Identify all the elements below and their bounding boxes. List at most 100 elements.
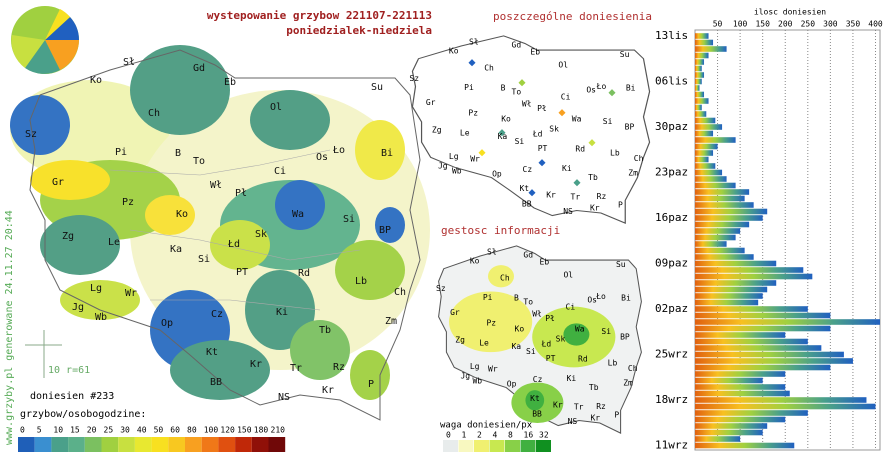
city-label: Si	[198, 254, 210, 265]
bar	[695, 137, 736, 143]
density-swatch	[505, 440, 520, 452]
bar	[695, 358, 853, 364]
city-label-mini: Wa	[575, 324, 585, 333]
city-label-mini: Pi	[464, 83, 474, 92]
bar	[695, 215, 763, 221]
city-label-mini: Ch	[634, 154, 644, 163]
city-label-mini: Ch	[484, 63, 494, 72]
city-label: Sł	[123, 57, 135, 68]
city-label: Łd	[227, 239, 240, 250]
city-label-mini: Cz	[523, 165, 533, 174]
city-label-mini: Sk	[549, 125, 559, 134]
city-label-mini: Su	[616, 260, 626, 269]
city-label: Ol	[270, 102, 282, 113]
city-label-mini: Ka	[511, 342, 521, 351]
city-label-mini: Zm	[623, 379, 633, 388]
city-label: Tr	[290, 363, 302, 374]
city-label-mini: Ko	[501, 114, 511, 123]
bar	[695, 104, 702, 111]
city-label-mini: B	[501, 84, 506, 93]
city-label-mini: Lg	[449, 152, 459, 161]
city-label-mini: BB	[532, 409, 542, 418]
bar	[695, 312, 831, 319]
city-label-mini: Gr	[450, 308, 460, 317]
city-label: BP	[379, 225, 391, 236]
city-label-mini: Zg	[455, 336, 465, 345]
city-label-mini: Op	[492, 170, 502, 179]
city-label-mini: Pł	[545, 314, 555, 323]
bar	[695, 436, 741, 442]
city-label-mini: BB	[522, 199, 532, 208]
bar	[695, 130, 714, 137]
city-label-mini: Le	[460, 129, 470, 138]
legend-tick: 40	[137, 426, 147, 435]
city-label-mini: Jg	[438, 161, 448, 170]
legend-swatch	[201, 437, 219, 452]
bar	[695, 254, 754, 260]
city-label: Kt	[206, 347, 218, 358]
city-label-mini: Le	[479, 339, 489, 348]
reports-title: poszczególne doniesienia	[493, 10, 652, 23]
x-tick-label: 50	[713, 20, 723, 29]
legend-swatch	[218, 437, 236, 452]
bar	[695, 189, 750, 195]
city-label-mini: Ci	[566, 303, 576, 312]
city-label-mini: NS	[568, 417, 578, 426]
city-label: Ko	[90, 75, 102, 86]
bar	[695, 299, 759, 306]
bar	[695, 306, 808, 312]
city-label: Op	[161, 318, 173, 329]
city-label: Bi	[381, 148, 393, 159]
legend-tick: 180	[254, 426, 269, 435]
city-label-mini: Su	[620, 50, 630, 59]
city-label-mini: Pi	[483, 293, 493, 302]
city-label-mini: Lb	[610, 148, 620, 157]
city-label: Eb	[224, 77, 236, 88]
city-label-mini: Op	[507, 380, 517, 389]
density-map	[438, 245, 642, 434]
density-legend-title: waga doniesien/px	[440, 421, 533, 431]
city-label: Lg	[90, 283, 102, 294]
city-label-mini: To	[512, 88, 522, 97]
bar	[695, 234, 736, 241]
bar	[695, 39, 714, 46]
density-tick: 2	[477, 431, 482, 440]
city-label-mini: Os	[586, 86, 596, 95]
legend-swatch	[134, 437, 152, 452]
city-label-mini: Bi	[621, 294, 631, 303]
city-label: P	[368, 379, 374, 390]
bar	[695, 163, 716, 169]
bar	[695, 364, 831, 371]
bar	[695, 143, 718, 150]
title: wystepowanie grzybow 221107-221113	[207, 9, 432, 22]
bar	[695, 280, 777, 286]
bar	[695, 241, 727, 247]
pie-icon	[11, 6, 79, 74]
city-label: Ci	[274, 166, 286, 177]
city-label-mini: Zm	[628, 169, 638, 178]
bar	[695, 117, 716, 124]
city-label-mini: Si	[526, 347, 536, 356]
bar	[695, 384, 786, 390]
city-label-mini: Ci	[561, 93, 571, 102]
bar	[695, 351, 844, 358]
y-tick-label: 13lis	[655, 29, 688, 42]
city-label: BB	[210, 377, 222, 388]
bar	[695, 176, 727, 182]
legend-tick: 0	[20, 426, 25, 435]
bar	[695, 33, 709, 39]
city-label-mini: Ol	[563, 270, 573, 279]
city-label: Wa	[292, 209, 304, 220]
report-dots	[468, 59, 616, 197]
legend-swatch	[101, 437, 119, 452]
legend-swatch	[268, 437, 286, 452]
bar	[695, 325, 831, 332]
chart-title: ilosc doniesien	[754, 8, 826, 17]
city-label-mini: Sł	[487, 248, 497, 257]
bar	[695, 345, 822, 351]
city-label: Gd	[193, 63, 205, 74]
credit: www.grzyby.pl generowane 24.11.27 20:44	[4, 210, 15, 445]
bar	[695, 247, 745, 254]
x-tick-label: 400	[868, 20, 883, 29]
